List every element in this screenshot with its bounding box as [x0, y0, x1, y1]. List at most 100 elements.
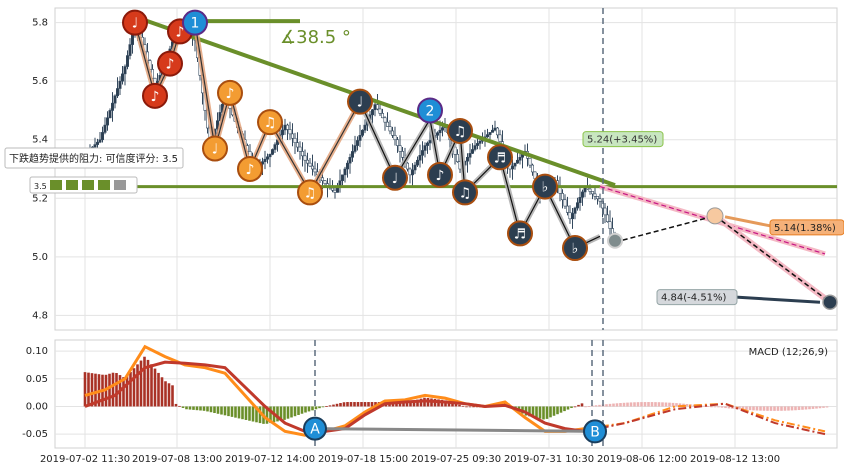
macd-histogram-bar [335, 403, 339, 407]
candle-body [126, 55, 130, 67]
divergence-point-circle [583, 419, 607, 444]
y-tick-label: 5.2 [32, 193, 48, 204]
candle-body [375, 104, 379, 110]
candle-body [423, 145, 427, 151]
forecast-mid-point [706, 207, 724, 225]
macd-histogram-bar [251, 406, 255, 422]
rating-badge: 3.5 [29, 176, 138, 194]
macd-histogram-bar [136, 364, 139, 407]
macd-histogram-bar [661, 402, 664, 407]
wave-marker-circle [297, 179, 323, 206]
y-tick-label: 0.05 [26, 374, 48, 385]
macd-histogram-bar [671, 402, 675, 407]
resistance-tooltip-text: 下跌趋势提供的阻力: 可信度评分: 3.5 [9, 152, 178, 165]
candle-body [595, 196, 599, 200]
wave-marker: ♫ [452, 179, 478, 206]
macd-histogram-bar [279, 406, 283, 421]
macd-histogram-bar [241, 406, 244, 420]
macd-histogram-bar [647, 402, 650, 407]
macd-histogram-bar [608, 403, 612, 407]
candle-body [488, 132, 492, 135]
candle-body [475, 143, 479, 146]
macd-histogram-bar [643, 402, 647, 407]
macd-histogram-bar [587, 406, 591, 407]
wave-marker: ♭ [562, 235, 588, 262]
wave-marker: 1 [182, 9, 208, 36]
x-tick-label: 2019-07-31 10:30 [504, 454, 594, 465]
candle-body [288, 129, 292, 135]
annotation-arrow [727, 295, 821, 304]
candle-body [128, 44, 132, 56]
candle-body [398, 145, 402, 152]
candle-body [568, 212, 572, 220]
candle-body [378, 108, 382, 114]
candle-body [355, 140, 359, 146]
y-tick-label: -0.05 [22, 429, 48, 440]
wave-marker-circle [447, 117, 473, 144]
candle-body [111, 102, 115, 111]
y-tick-label: 0.10 [26, 346, 48, 357]
macd-histogram-bar [804, 406, 808, 410]
macd-histogram-bar [374, 402, 377, 407]
candle-body [530, 164, 534, 173]
x-tick-label: 2019-07-12 14:00 [225, 454, 315, 465]
price-y-axis: 4.8 5.0 5.2 5.4 5.6 5.8 [32, 18, 48, 322]
macd-histogram-bar [157, 372, 160, 407]
macd-histogram-bar [591, 405, 594, 407]
macd-histogram-bar [584, 406, 587, 408]
candle-body [588, 188, 592, 192]
wave-marker: ♪ [217, 79, 243, 106]
divergence-point-circle [303, 416, 327, 441]
macd-histogram-bar [293, 406, 297, 417]
candle-body [605, 214, 609, 222]
macd-histogram-bar [801, 406, 804, 410]
macd-histogram-bar [447, 401, 451, 407]
candle-body [360, 129, 364, 136]
candle-body [373, 104, 377, 111]
macd-histogram-bar [566, 406, 570, 410]
macd-histogram-bar [311, 406, 314, 411]
macd-histogram-bar [626, 402, 629, 407]
macd-histogram-bar [83, 372, 87, 407]
macd-histogram-bar [143, 356, 146, 407]
macd-histogram-bar [552, 406, 556, 416]
macd-histogram-bar [706, 406, 710, 407]
projection-band-lower [713, 213, 832, 305]
candle-body [303, 155, 307, 161]
macd-histogram-bar [255, 406, 258, 423]
macd-histogram-bar [612, 403, 615, 407]
candle-body [428, 140, 432, 144]
wave-marker: 2 [417, 97, 443, 124]
wave-marker-circle [382, 164, 408, 191]
candle-body [418, 155, 422, 161]
candle-body [305, 159, 309, 164]
macd-histogram-bar [769, 406, 773, 411]
macd-histogram-bar [629, 402, 633, 407]
macd-histogram-bar [209, 406, 213, 413]
candle-body [515, 159, 519, 164]
candle-body [420, 150, 424, 156]
macd-histogram-bar [538, 406, 542, 419]
candle-body [608, 221, 612, 229]
macd-legend: MACD (12;26,9) [749, 347, 828, 358]
candle-body [573, 207, 577, 214]
macd-histogram-bar [111, 372, 115, 407]
wave-marker-circle [562, 235, 588, 262]
macd-histogram-bar [342, 402, 346, 407]
macd-histogram-bar [622, 402, 626, 407]
macd-histogram-bar [122, 377, 125, 407]
y-tick-label: 5.0 [32, 252, 48, 263]
candle-body [478, 140, 482, 144]
macd-histogram-bar [125, 375, 129, 407]
wave-marker-circle [487, 144, 513, 171]
x-tick-label: 2019-08-06 12:00 [597, 454, 687, 465]
wave-marker-glyph: ♪ [176, 24, 185, 40]
candle-body [490, 129, 494, 133]
macd-histogram-bar [150, 364, 153, 407]
candle-body [593, 193, 597, 197]
wave-marker: ♩ [382, 164, 408, 191]
candle-body [498, 134, 502, 142]
candle-body [560, 193, 564, 201]
rating-star-empty-icon [114, 180, 126, 190]
macd-histogram-bar [115, 373, 118, 407]
